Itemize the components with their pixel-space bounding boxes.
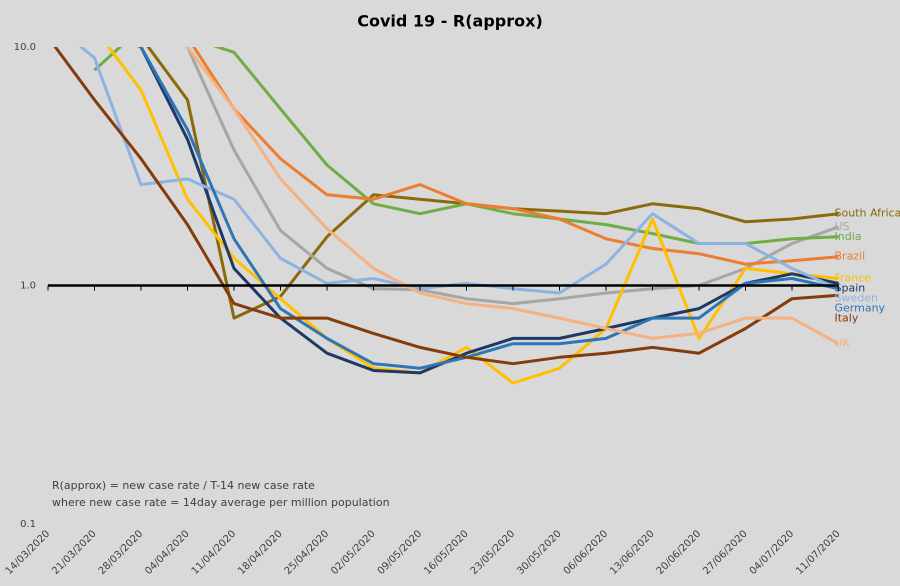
legend-label: Italy xyxy=(835,311,859,324)
series-line xyxy=(137,47,839,370)
y-tick-label: 1.0 xyxy=(20,281,36,292)
legend-label: France xyxy=(835,271,872,284)
legend-label: India xyxy=(835,230,862,243)
series-line xyxy=(183,47,840,346)
legend-label: US xyxy=(835,220,850,233)
annotation: where new case rate = 14day average per … xyxy=(52,496,390,509)
annotation: R(approx) = new case rate / T-14 new cas… xyxy=(52,479,315,492)
legend-label: Germany xyxy=(835,301,886,314)
legend-label: UK xyxy=(835,337,851,350)
y-tick-label: 0.1 xyxy=(20,519,36,530)
legend-label: Brazil xyxy=(835,250,866,263)
series-line xyxy=(192,47,839,266)
legend-label: Sweden xyxy=(835,291,878,304)
series-line xyxy=(53,47,839,366)
plot-area xyxy=(53,47,840,385)
y-tick-label: 10.0 xyxy=(14,42,36,53)
series-line xyxy=(184,47,840,306)
legend-label: Spain xyxy=(835,281,866,294)
legend-label: South Africa xyxy=(835,207,900,220)
series-line xyxy=(146,47,839,320)
chart-title: Covid 19 - R(approx) xyxy=(357,12,543,31)
